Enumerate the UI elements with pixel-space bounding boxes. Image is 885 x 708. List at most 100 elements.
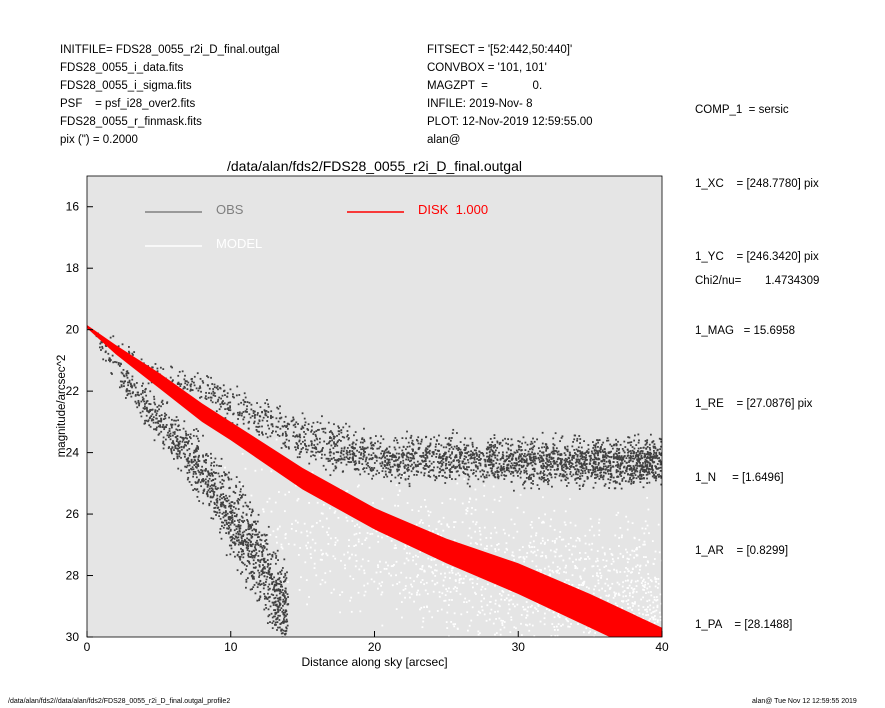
data-point-obs-upper-branch xyxy=(370,444,373,447)
data-point-obs-upper-branch xyxy=(481,469,484,472)
data-point-obs-upper-branch xyxy=(276,406,279,409)
data-point-obs-upper-branch xyxy=(596,450,598,453)
data-point-obs-upper-branch xyxy=(396,459,399,461)
data-point-obs-upper-branch xyxy=(238,411,241,414)
data-point-model xyxy=(320,549,323,552)
data-point-obs-lower-branch xyxy=(138,402,141,405)
data-point-obs-lower-branch xyxy=(265,607,268,609)
data-point-obs-lower-branch xyxy=(210,457,213,459)
data-point-obs-upper-branch xyxy=(405,454,408,457)
data-point-model xyxy=(341,591,344,594)
data-point-obs-upper-branch xyxy=(628,441,631,444)
data-point-obs-lower-branch xyxy=(154,409,157,412)
data-point-obs-lower-branch xyxy=(265,578,268,581)
data-point-obs-upper-branch xyxy=(562,473,564,476)
data-point-obs-upper-branch xyxy=(236,423,239,426)
data-point-model xyxy=(440,523,443,525)
data-point-obs-lower-branch xyxy=(176,457,179,460)
data-point-obs-lower-branch xyxy=(163,412,166,415)
data-point-obs-upper-branch xyxy=(307,444,310,447)
data-point-obs-upper-branch xyxy=(658,460,661,463)
data-point-obs-upper-branch xyxy=(229,409,232,412)
data-point-model xyxy=(547,539,549,542)
data-point-model xyxy=(615,592,618,595)
data-point-obs-upper-branch xyxy=(450,457,452,460)
data-point-obs-upper-branch xyxy=(551,450,554,453)
data-point-model xyxy=(469,542,472,545)
data-point-obs-upper-branch xyxy=(238,414,241,417)
data-point-model xyxy=(452,623,455,626)
data-point-model xyxy=(416,591,418,594)
data-point-obs-upper-branch xyxy=(501,444,504,447)
data-point-model xyxy=(627,570,630,573)
data-point-model xyxy=(629,553,632,556)
data-point-obs-lower-branch xyxy=(198,454,200,457)
data-point-obs-upper-branch xyxy=(529,448,531,451)
data-point-obs-upper-branch xyxy=(452,428,455,431)
data-point-obs-upper-branch xyxy=(370,454,373,457)
data-point-model xyxy=(539,651,541,653)
data-point-obs-upper-branch xyxy=(562,469,565,472)
data-point-model xyxy=(533,635,536,637)
data-point-obs-upper-branch xyxy=(504,474,506,477)
data-point-model xyxy=(604,649,606,651)
data-point-obs-lower-branch xyxy=(153,428,155,431)
data-point-model xyxy=(551,540,554,542)
data-point-obs-upper-branch xyxy=(402,454,405,456)
data-point-obs-upper-branch xyxy=(184,374,186,377)
data-point-obs-upper-branch xyxy=(496,441,499,444)
data-point-obs-upper-branch xyxy=(425,464,428,467)
data-point-obs-upper-branch xyxy=(109,336,112,339)
data-point-model xyxy=(512,603,515,606)
data-point-obs-upper-branch xyxy=(597,462,600,465)
data-point-obs-lower-branch xyxy=(149,408,152,411)
data-point-obs-upper-branch xyxy=(494,454,497,457)
data-point-obs-lower-branch xyxy=(239,524,242,527)
data-point-obs-upper-branch xyxy=(645,459,648,462)
data-point-model xyxy=(510,616,513,619)
data-point-obs-lower-branch xyxy=(131,375,134,378)
data-point-model xyxy=(607,569,610,572)
data-point-model xyxy=(626,587,629,589)
data-point-model xyxy=(656,598,659,601)
data-point-model xyxy=(547,565,550,568)
data-point-obs-upper-branch xyxy=(544,443,547,445)
data-point-obs-lower-branch xyxy=(262,564,264,566)
data-point-obs-lower-branch xyxy=(175,416,178,418)
data-point-obs-upper-branch xyxy=(365,447,368,450)
data-point-obs-upper-branch xyxy=(465,456,468,459)
data-point-model xyxy=(621,534,623,537)
data-point-obs-lower-branch xyxy=(130,395,133,398)
data-point-obs-lower-branch xyxy=(261,553,264,556)
data-point-obs-upper-branch xyxy=(331,463,334,465)
data-point-obs-upper-branch xyxy=(472,469,475,472)
data-point-obs-upper-branch xyxy=(498,451,500,454)
data-point-obs-lower-branch xyxy=(185,434,188,437)
data-point-obs-lower-branch xyxy=(249,524,252,526)
data-point-obs-upper-branch xyxy=(506,463,509,466)
data-point-obs-upper-branch xyxy=(406,452,409,455)
data-point-obs-upper-branch xyxy=(382,438,385,441)
data-point-model xyxy=(568,557,571,560)
data-point-model xyxy=(620,600,623,602)
data-point-model xyxy=(428,525,430,527)
data-point-obs-upper-branch xyxy=(630,474,633,477)
data-point-obs-upper-branch xyxy=(303,424,306,427)
data-point-obs-upper-branch xyxy=(465,468,468,471)
data-point-obs-upper-branch xyxy=(660,476,662,479)
data-point-model xyxy=(633,550,636,553)
data-point-model xyxy=(560,644,562,646)
data-point-obs-lower-branch xyxy=(145,419,148,422)
data-point-obs-upper-branch xyxy=(639,458,641,460)
data-point-obs-upper-branch xyxy=(501,471,503,474)
data-point-obs-lower-branch xyxy=(203,488,206,491)
data-point-obs-upper-branch xyxy=(379,462,382,465)
data-point-obs-upper-branch xyxy=(396,463,399,466)
data-point-obs-upper-branch xyxy=(390,474,393,476)
data-point-obs-upper-branch xyxy=(397,463,400,466)
data-point-model xyxy=(635,585,638,587)
data-point-obs-upper-branch xyxy=(653,451,656,454)
data-point-obs-upper-branch xyxy=(454,478,457,481)
data-point-model xyxy=(642,543,645,546)
data-point-obs-upper-branch xyxy=(395,459,397,462)
